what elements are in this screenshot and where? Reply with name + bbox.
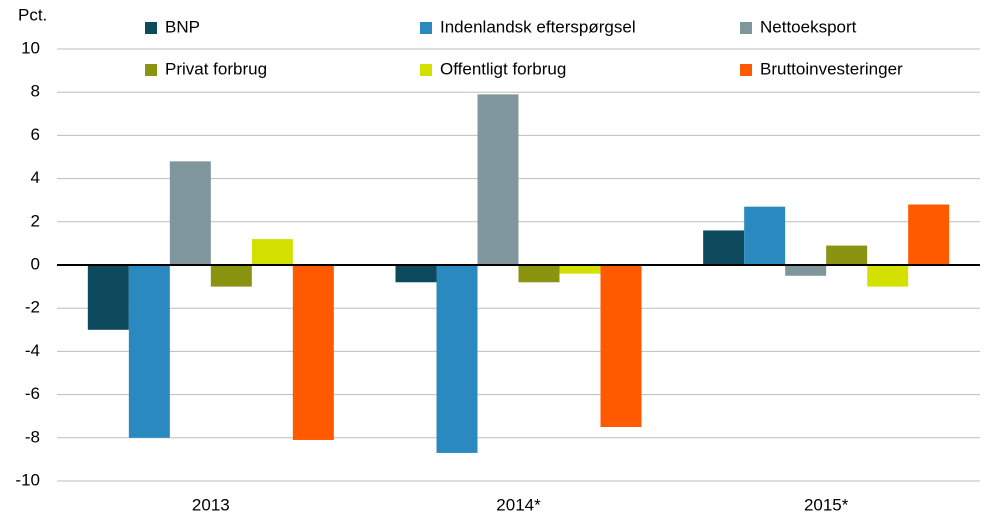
x-tick-label: 2013: [192, 495, 230, 514]
legend-label: Indenlandsk efterspørgsel: [440, 17, 636, 36]
bar: [908, 204, 950, 265]
legend-swatch: [740, 22, 752, 34]
bar: [169, 161, 211, 265]
bar: [395, 265, 437, 283]
legend-swatch: [740, 64, 752, 76]
bar: [867, 265, 909, 287]
legend-swatch: [145, 22, 157, 34]
bar: [559, 265, 601, 274]
y-tick-label: 2: [31, 211, 40, 230]
legend-swatch: [420, 22, 432, 34]
y-tick-label: 6: [31, 125, 40, 144]
y-tick-label: 4: [31, 168, 40, 187]
bar: [477, 94, 519, 265]
y-tick-label: -2: [25, 298, 40, 317]
bar: [785, 265, 827, 276]
legend-label: Offentligt forbrug: [440, 59, 566, 78]
bar: [87, 265, 129, 330]
bar: [210, 265, 252, 287]
y-tick-label: -10: [15, 470, 40, 489]
legend-swatch: [420, 64, 432, 76]
bar: [436, 265, 478, 453]
y-tick-label: 10: [21, 38, 40, 57]
legend-swatch: [145, 64, 157, 76]
legend-label: Privat forbrug: [165, 59, 267, 78]
y-tick-label: -4: [25, 341, 40, 360]
x-tick-label: 2014*: [496, 495, 541, 514]
legend-label: BNP: [165, 17, 200, 36]
legend-label: Nettoeksport: [760, 17, 857, 36]
y-tick-label: -8: [25, 427, 40, 446]
bar: [518, 265, 560, 283]
y-tick-label: 0: [31, 254, 40, 273]
y-axis-label: Pct.: [18, 5, 47, 24]
bar: [128, 265, 170, 438]
bar: [292, 265, 334, 440]
bar: [703, 230, 745, 265]
legend-label: Bruttoinvesteringer: [760, 59, 903, 78]
y-tick-label: 8: [31, 82, 40, 101]
bar: [826, 245, 868, 265]
y-tick-label: -6: [25, 384, 40, 403]
bar: [744, 206, 786, 265]
bar: [600, 265, 642, 427]
bar: [251, 239, 293, 265]
x-tick-label: 2015*: [804, 495, 849, 514]
